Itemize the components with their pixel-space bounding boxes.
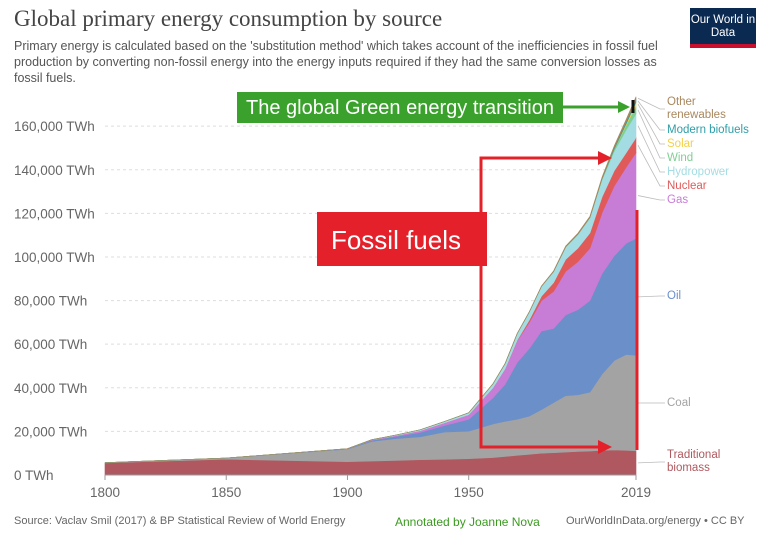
series-label: Hydropower xyxy=(667,165,729,178)
leader-line xyxy=(637,109,665,159)
series-label: Oil xyxy=(667,289,682,302)
y-tick-label: 80,000 TWh xyxy=(14,294,87,309)
leader-line xyxy=(637,295,665,298)
url[interactable]: OurWorldInData.org/energy • CC BY xyxy=(566,515,745,527)
annotation-arrowhead xyxy=(618,101,630,113)
series-label: Modern biofuels xyxy=(667,123,749,136)
logo[interactable]: Our World in Data xyxy=(690,8,756,48)
leader-line xyxy=(637,461,665,464)
leader-line xyxy=(637,125,665,173)
annotation-credit: Annotated by Joanne Nova xyxy=(395,515,540,529)
y-tick-label: 100,000 TWh xyxy=(14,250,95,265)
series-label: Traditional biomass xyxy=(667,449,721,474)
chart-subtitle: Primary energy is calculated based on th… xyxy=(14,39,658,85)
leader-line xyxy=(637,145,665,187)
y-tick-label: 160,000 TWh xyxy=(14,119,95,134)
series-label: Other renewables xyxy=(667,96,726,121)
series-label: Wind xyxy=(667,151,694,164)
y-tick-label: 140,000 TWh xyxy=(14,163,95,178)
chart-title: Global primary energy consumption by sou… xyxy=(14,6,443,31)
y-tick-label: 120,000 TWh xyxy=(14,206,95,221)
series-label: Gas xyxy=(667,193,689,206)
leader-line xyxy=(637,97,665,110)
y-tick-label: 0 TWh xyxy=(14,468,54,483)
annotation-text: Fossil fuels xyxy=(331,225,461,255)
series-label: Solar xyxy=(667,137,694,150)
bracket xyxy=(479,156,600,449)
x-tick-label: 1800 xyxy=(90,485,120,500)
x-tick-label: 1950 xyxy=(454,485,484,500)
x-tick-label: 1900 xyxy=(332,485,362,500)
area xyxy=(104,96,637,463)
x-tick-label: 2019 xyxy=(621,485,651,500)
arrowhead xyxy=(598,151,612,165)
arrowhead xyxy=(598,440,612,454)
x-tick-label: 1850 xyxy=(211,485,241,500)
source: Source: Vaclav Smil (2017) & BP Statisti… xyxy=(14,515,346,527)
annotation-text: The global Green energy transition xyxy=(246,97,554,119)
series-label: Nuclear xyxy=(667,179,707,192)
leader-line xyxy=(637,195,665,201)
leader-line xyxy=(637,103,665,145)
annotation-box xyxy=(317,212,487,266)
y-tick-label: 40,000 TWh xyxy=(14,381,87,396)
leader-line xyxy=(637,100,665,131)
annotation-box xyxy=(237,92,563,123)
y-tick-label: 60,000 TWh xyxy=(14,337,87,352)
series-label: Coal xyxy=(667,396,691,409)
y-tick-label: 20,000 TWh xyxy=(14,424,87,439)
